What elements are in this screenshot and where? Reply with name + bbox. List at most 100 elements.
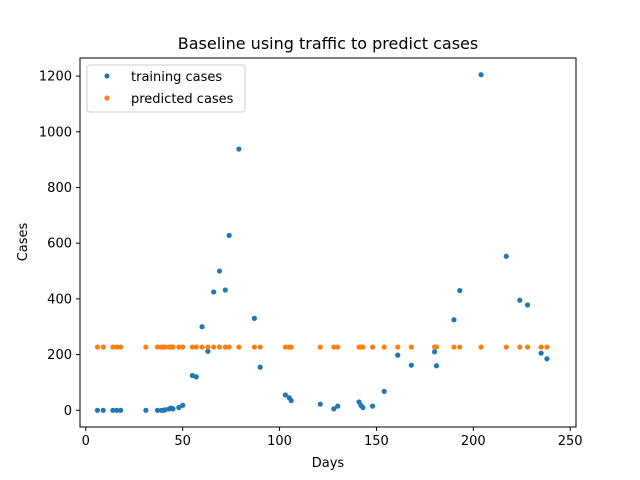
legend: training cases predicted cases: [86, 64, 246, 113]
data-point: [226, 344, 232, 350]
data-point: [143, 344, 149, 350]
data-point: [517, 344, 523, 350]
data-point: [154, 344, 161, 350]
data-point: [199, 324, 205, 330]
data-point: [216, 344, 223, 350]
data-point: [176, 344, 182, 350]
data-point: [257, 344, 263, 350]
data-point: [524, 344, 531, 350]
x-tick-label: 100: [267, 434, 292, 449]
data-point: [381, 344, 387, 350]
data-point: [381, 388, 387, 394]
data-point: [162, 407, 168, 413]
data-point: [360, 404, 366, 411]
data-point: [251, 315, 257, 321]
data-point: [114, 344, 120, 350]
legend-marker-training: [104, 73, 110, 79]
data-point: [110, 344, 116, 350]
data-point: [360, 344, 366, 350]
data-point: [538, 344, 544, 350]
data-point: [205, 348, 211, 354]
data-point: [199, 344, 205, 350]
x-tick-label: 200: [461, 434, 486, 449]
data-point: [94, 407, 101, 413]
data-point: [100, 344, 106, 350]
x-tick-label: 150: [364, 434, 389, 449]
data-point: [211, 289, 217, 295]
y-tick-label: 600: [47, 237, 72, 252]
x-tick-label: 0: [82, 434, 90, 449]
data-point: [451, 344, 457, 350]
data-point: [282, 344, 288, 350]
data-point: [317, 344, 323, 350]
data-point: [288, 397, 294, 404]
x-axis: 0 50 100 150 200 250: [82, 427, 583, 449]
data-point: [180, 344, 186, 350]
data-point: [114, 407, 120, 413]
data-point: [524, 302, 531, 308]
data-point: [538, 350, 544, 356]
x-tick-label: 50: [174, 434, 191, 449]
data-point: [222, 287, 228, 293]
data-point: [222, 344, 228, 350]
data-point: [408, 344, 414, 350]
data-point: [143, 407, 149, 413]
data-point: [205, 344, 211, 350]
data-point: [457, 344, 463, 350]
data-point: [180, 402, 186, 408]
data-point: [544, 344, 550, 350]
legend-label-training: training cases: [131, 70, 222, 85]
plot-area: [94, 72, 550, 413]
data-point: [478, 72, 484, 78]
data-point: [118, 407, 124, 413]
data-point: [288, 344, 294, 350]
series-1: [94, 344, 550, 350]
data-point: [478, 344, 484, 350]
chart-title: Baseline using traffic to predict cases: [178, 34, 478, 53]
data-point: [433, 344, 440, 350]
data-point: [154, 407, 161, 413]
y-axis-label: Cases: [16, 222, 31, 261]
data-point: [216, 268, 223, 274]
data-point: [369, 403, 376, 409]
data-point: [369, 344, 376, 350]
y-tick-label: 200: [47, 348, 72, 363]
data-point: [170, 406, 176, 412]
data-point: [118, 344, 124, 350]
data-point: [100, 407, 106, 413]
data-point: [193, 374, 199, 380]
x-tick-label: 250: [558, 434, 583, 449]
data-point: [211, 344, 217, 350]
data-point: [257, 364, 263, 370]
data-point: [335, 403, 341, 409]
data-point: [517, 297, 523, 303]
data-point: [193, 344, 199, 350]
data-point: [335, 344, 341, 350]
y-tick-label: 1000: [39, 125, 72, 140]
legend-label-predicted: predicted cases: [131, 92, 234, 107]
x-axis-label: Days: [312, 456, 345, 471]
data-point: [451, 317, 457, 323]
data-point: [317, 401, 323, 407]
data-point: [282, 392, 288, 398]
data-point: [331, 406, 337, 412]
data-point: [395, 344, 401, 350]
y-tick-label: 0: [64, 404, 72, 419]
data-point: [226, 232, 232, 238]
series-0: [94, 72, 550, 413]
data-point: [503, 253, 509, 259]
y-tick-label: 800: [47, 181, 72, 196]
y-tick-label: 1200: [39, 70, 72, 85]
data-point: [395, 352, 401, 358]
legend-marker-predicted: [104, 95, 110, 101]
data-point: [408, 362, 414, 368]
plot-frame: [79, 57, 577, 428]
y-tick-label: 400: [47, 292, 72, 307]
data-point: [433, 363, 440, 369]
data-point: [110, 407, 116, 413]
data-point: [503, 344, 509, 350]
data-point: [176, 404, 182, 411]
data-point: [457, 287, 463, 294]
data-point: [431, 349, 438, 355]
data-point: [189, 344, 195, 350]
